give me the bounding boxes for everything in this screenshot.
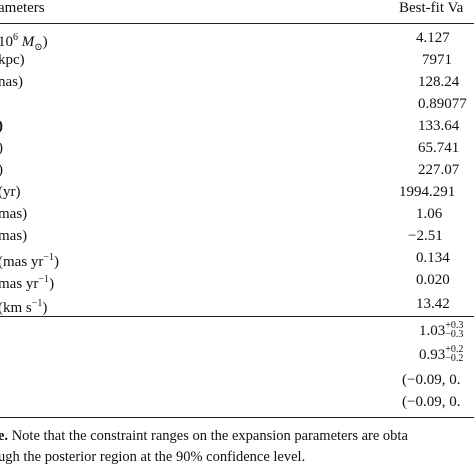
table-row: mas) −2.51 — [0, 225, 474, 247]
caption-line-1: e. Note that the constraint ranges on th… — [0, 428, 408, 444]
value-cell: 65.741 — [418, 140, 460, 156]
value-cell: 227.07 — [418, 162, 460, 178]
param-cell: ) — [0, 137, 3, 159]
value-cell: 0.020 — [416, 272, 450, 288]
value-cell: 1.06 — [416, 206, 443, 222]
table-row: nas) 128.24 — [0, 71, 474, 93]
table-row: (mas yr−1) 0.134 — [0, 247, 474, 270]
table-row: ) 227.07 — [0, 159, 474, 181]
value-cell: (−0.09, 0. — [402, 394, 461, 410]
table-row: kpc) 7971 — [0, 49, 474, 71]
value-cell: 1994.291 — [399, 184, 456, 200]
table-row: 0.93 +0.2 −0.2 — [0, 344, 474, 366]
value-cell: −2.51 — [408, 228, 443, 244]
param-cell: (mas yr−1) — [0, 252, 60, 270]
bottom-rule — [0, 417, 474, 418]
section-rule — [0, 316, 474, 317]
param-cell: (yr) — [0, 184, 21, 200]
table-row: (km s−1) 13.42 — [0, 293, 474, 316]
param-cell: kpc) — [0, 52, 25, 68]
param-cell: (km s−1) — [0, 298, 48, 316]
param-cell: mas) — [0, 228, 28, 244]
table-row: 106 M⊙) 4.127 — [0, 27, 474, 53]
table-row: mas) 1.06 — [0, 203, 474, 225]
param-cell: mas) — [0, 206, 28, 222]
value-cell: 0.89077 — [418, 96, 467, 112]
header-rule — [0, 23, 474, 24]
value-cell: 128.24 — [418, 74, 460, 90]
table-caption: e. Note that the constraint ranges on th… — [0, 426, 474, 468]
table-row: 0.89077 — [0, 93, 474, 115]
table-row: (−0.09, 0. — [0, 391, 474, 413]
table-row: ) 65.741 — [0, 137, 474, 159]
value-cell: 0.93 +0.2 −0.2 — [419, 343, 464, 364]
param-cell: 106 M⊙) — [0, 32, 48, 53]
value-cell: 133.64 — [418, 118, 460, 134]
param-cell: mas yr−1) — [0, 274, 55, 292]
value-cell: 4.127 — [416, 30, 450, 46]
table-row: (−0.09, 0. — [0, 369, 474, 391]
table-row: ) 133.64 — [0, 115, 474, 137]
value-cell: (−0.09, 0. — [402, 372, 461, 388]
value-cell: 0.134 — [416, 250, 450, 266]
table-header: ameters Best-fit Va — [0, 0, 474, 19]
value-cell: 1.03 +0.3 −0.3 — [419, 319, 464, 340]
param-cell: nas) — [0, 74, 23, 90]
header-parameters: ameters — [0, 0, 45, 16]
table-row: (yr) 1994.291 — [0, 181, 474, 203]
value-cell: 7971 — [422, 52, 452, 68]
param-cell: ) — [0, 159, 3, 181]
param-cell: ) — [0, 115, 3, 137]
caption-line-2: ugh the posterior region at the 90% conf… — [0, 449, 306, 465]
table-row: mas yr−1) 0.020 — [0, 269, 474, 292]
table-row: 1.03 +0.3 −0.3 — [0, 320, 474, 342]
value-cell: 13.42 — [416, 296, 450, 312]
header-best-fit-value: Best-fit Va — [399, 0, 464, 16]
